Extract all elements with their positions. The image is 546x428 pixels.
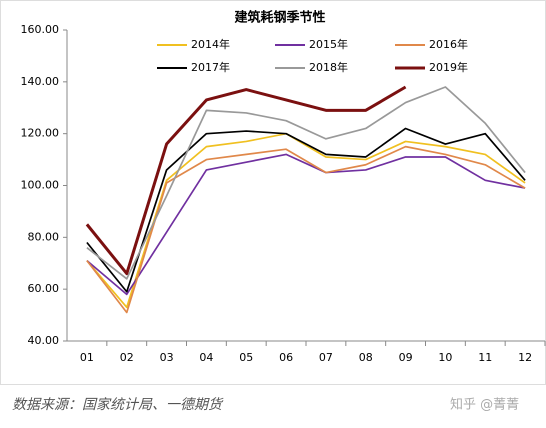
x-tick-label: 06 <box>279 351 293 364</box>
x-tick-label: 04 <box>199 351 213 364</box>
series-line <box>85 85 407 276</box>
chart-title: 建筑耗钢季节性 <box>234 10 325 26</box>
x-tick-label: 08 <box>359 351 373 364</box>
series-line <box>86 127 526 293</box>
y-tick-label: 80.00 <box>28 230 60 243</box>
chart-frame <box>0 0 546 385</box>
legend-label: 2017年 <box>191 60 230 74</box>
x-tick-label: 02 <box>120 351 134 364</box>
y-tick-label: 120.00 <box>21 127 60 140</box>
legend-label: 2019年 <box>429 60 468 74</box>
series-line <box>86 145 526 314</box>
legend-label: 2015年 <box>309 37 348 51</box>
y-tick-label: 160.00 <box>21 23 60 36</box>
source-note: 数据来源：国家统计局、一德期货 <box>12 397 224 413</box>
legend-label: 2016年 <box>429 37 468 51</box>
y-tick-label: 60.00 <box>28 282 60 295</box>
x-tick-label: 09 <box>399 351 413 364</box>
legend-label: 2014年 <box>191 37 230 51</box>
x-tick-label: 12 <box>518 351 532 364</box>
legend-label: 2018年 <box>309 60 348 74</box>
series-line <box>86 153 526 296</box>
watermark: 知乎 @菁菁 <box>450 397 519 413</box>
x-tick-label: 01 <box>80 351 94 364</box>
y-tick-label: 40.00 <box>28 334 60 347</box>
x-tick-label: 11 <box>478 351 492 364</box>
x-tick-label: 03 <box>160 351 174 364</box>
y-tick-label: 140.00 <box>21 75 60 88</box>
x-tick-label: 05 <box>239 351 253 364</box>
x-tick-label: 10 <box>438 351 452 364</box>
series-line <box>86 132 526 309</box>
y-tick-label: 100.00 <box>21 179 60 192</box>
series-line <box>86 86 526 280</box>
x-tick-label: 07 <box>319 351 333 364</box>
